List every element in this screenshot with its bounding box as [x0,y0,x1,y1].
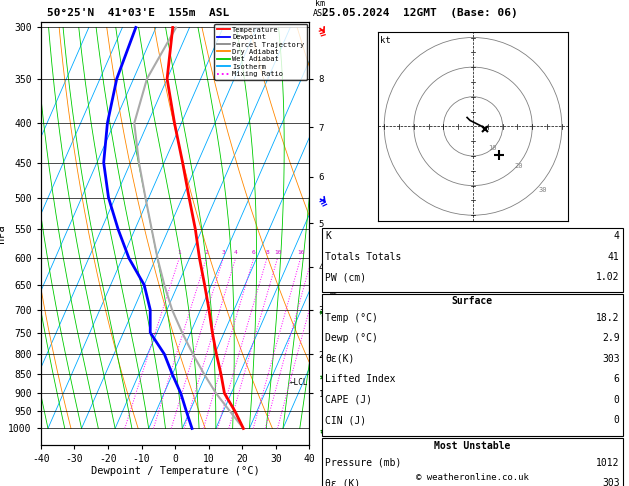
Text: 3: 3 [221,250,225,255]
Text: PW (cm): PW (cm) [325,272,366,282]
Text: 20: 20 [515,163,523,169]
Text: 18.2: 18.2 [596,313,620,323]
Text: 2.9: 2.9 [602,333,620,344]
Text: CAPE (J): CAPE (J) [325,395,372,405]
Text: ←LCL: ←LCL [289,378,308,386]
Text: 10: 10 [488,145,496,151]
Text: 4: 4 [234,250,238,255]
Text: 10: 10 [274,250,282,255]
Text: 20: 20 [308,250,316,255]
Text: © weatheronline.co.uk: © weatheronline.co.uk [416,473,529,482]
Text: Mixing Ratio (g/kg): Mixing Ratio (g/kg) [331,240,340,328]
Text: 303: 303 [602,478,620,486]
Text: 4: 4 [614,231,620,242]
Text: 0: 0 [614,395,620,405]
Text: 6: 6 [252,250,256,255]
Text: 16: 16 [297,250,304,255]
Text: θε (K): θε (K) [325,478,360,486]
Text: 6: 6 [614,374,620,384]
Text: 303: 303 [602,354,620,364]
Text: Lifted Index: Lifted Index [325,374,396,384]
X-axis label: Dewpoint / Temperature (°C): Dewpoint / Temperature (°C) [91,467,260,476]
Text: kt: kt [380,36,391,45]
Text: Surface: Surface [452,296,493,307]
Text: km
ASL: km ASL [313,0,328,18]
Text: 1.02: 1.02 [596,272,620,282]
Text: CIN (J): CIN (J) [325,415,366,425]
Text: 8: 8 [265,250,269,255]
Legend: Temperature, Dewpoint, Parcel Trajectory, Dry Adiabat, Wet Adiabat, Isotherm, Mi: Temperature, Dewpoint, Parcel Trajectory… [214,24,308,80]
Text: Dewp (°C): Dewp (°C) [325,333,378,344]
Text: 1012: 1012 [596,458,620,468]
Text: θε(K): θε(K) [325,354,355,364]
Text: Totals Totals: Totals Totals [325,252,401,262]
Y-axis label: hPa: hPa [0,224,6,243]
Text: Temp (°C): Temp (°C) [325,313,378,323]
Text: 25.05.2024  12GMT  (Base: 06): 25.05.2024 12GMT (Base: 06) [322,8,518,18]
Text: K: K [325,231,331,242]
Text: 1: 1 [177,250,181,255]
Text: Most Unstable: Most Unstable [434,441,511,451]
Text: 0: 0 [614,415,620,425]
Text: Pressure (mb): Pressure (mb) [325,458,401,468]
Text: 41: 41 [608,252,620,262]
Text: 30: 30 [538,187,547,192]
Text: 2: 2 [205,250,209,255]
Text: 50°25'N  41°03'E  155m  ASL: 50°25'N 41°03'E 155m ASL [47,8,230,18]
